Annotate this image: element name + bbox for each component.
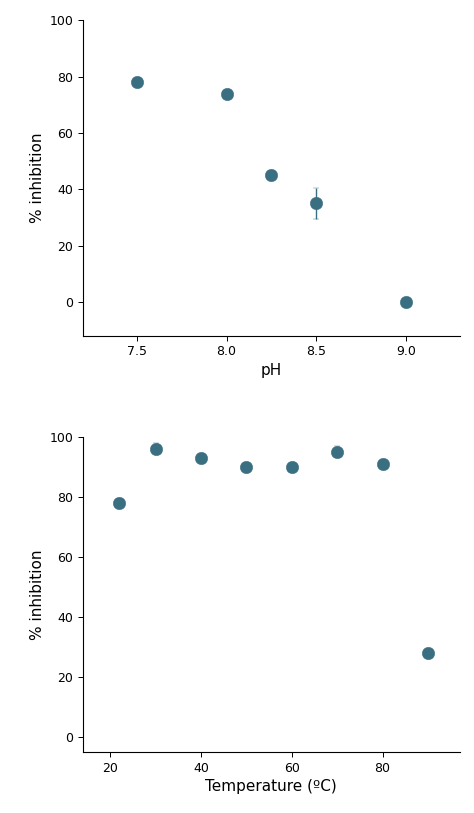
Y-axis label: % inhibition: % inhibition xyxy=(30,133,45,224)
X-axis label: pH: pH xyxy=(261,363,282,377)
X-axis label: Temperature (ºC): Temperature (ºC) xyxy=(206,779,337,794)
Y-axis label: % inhibition: % inhibition xyxy=(30,549,45,640)
